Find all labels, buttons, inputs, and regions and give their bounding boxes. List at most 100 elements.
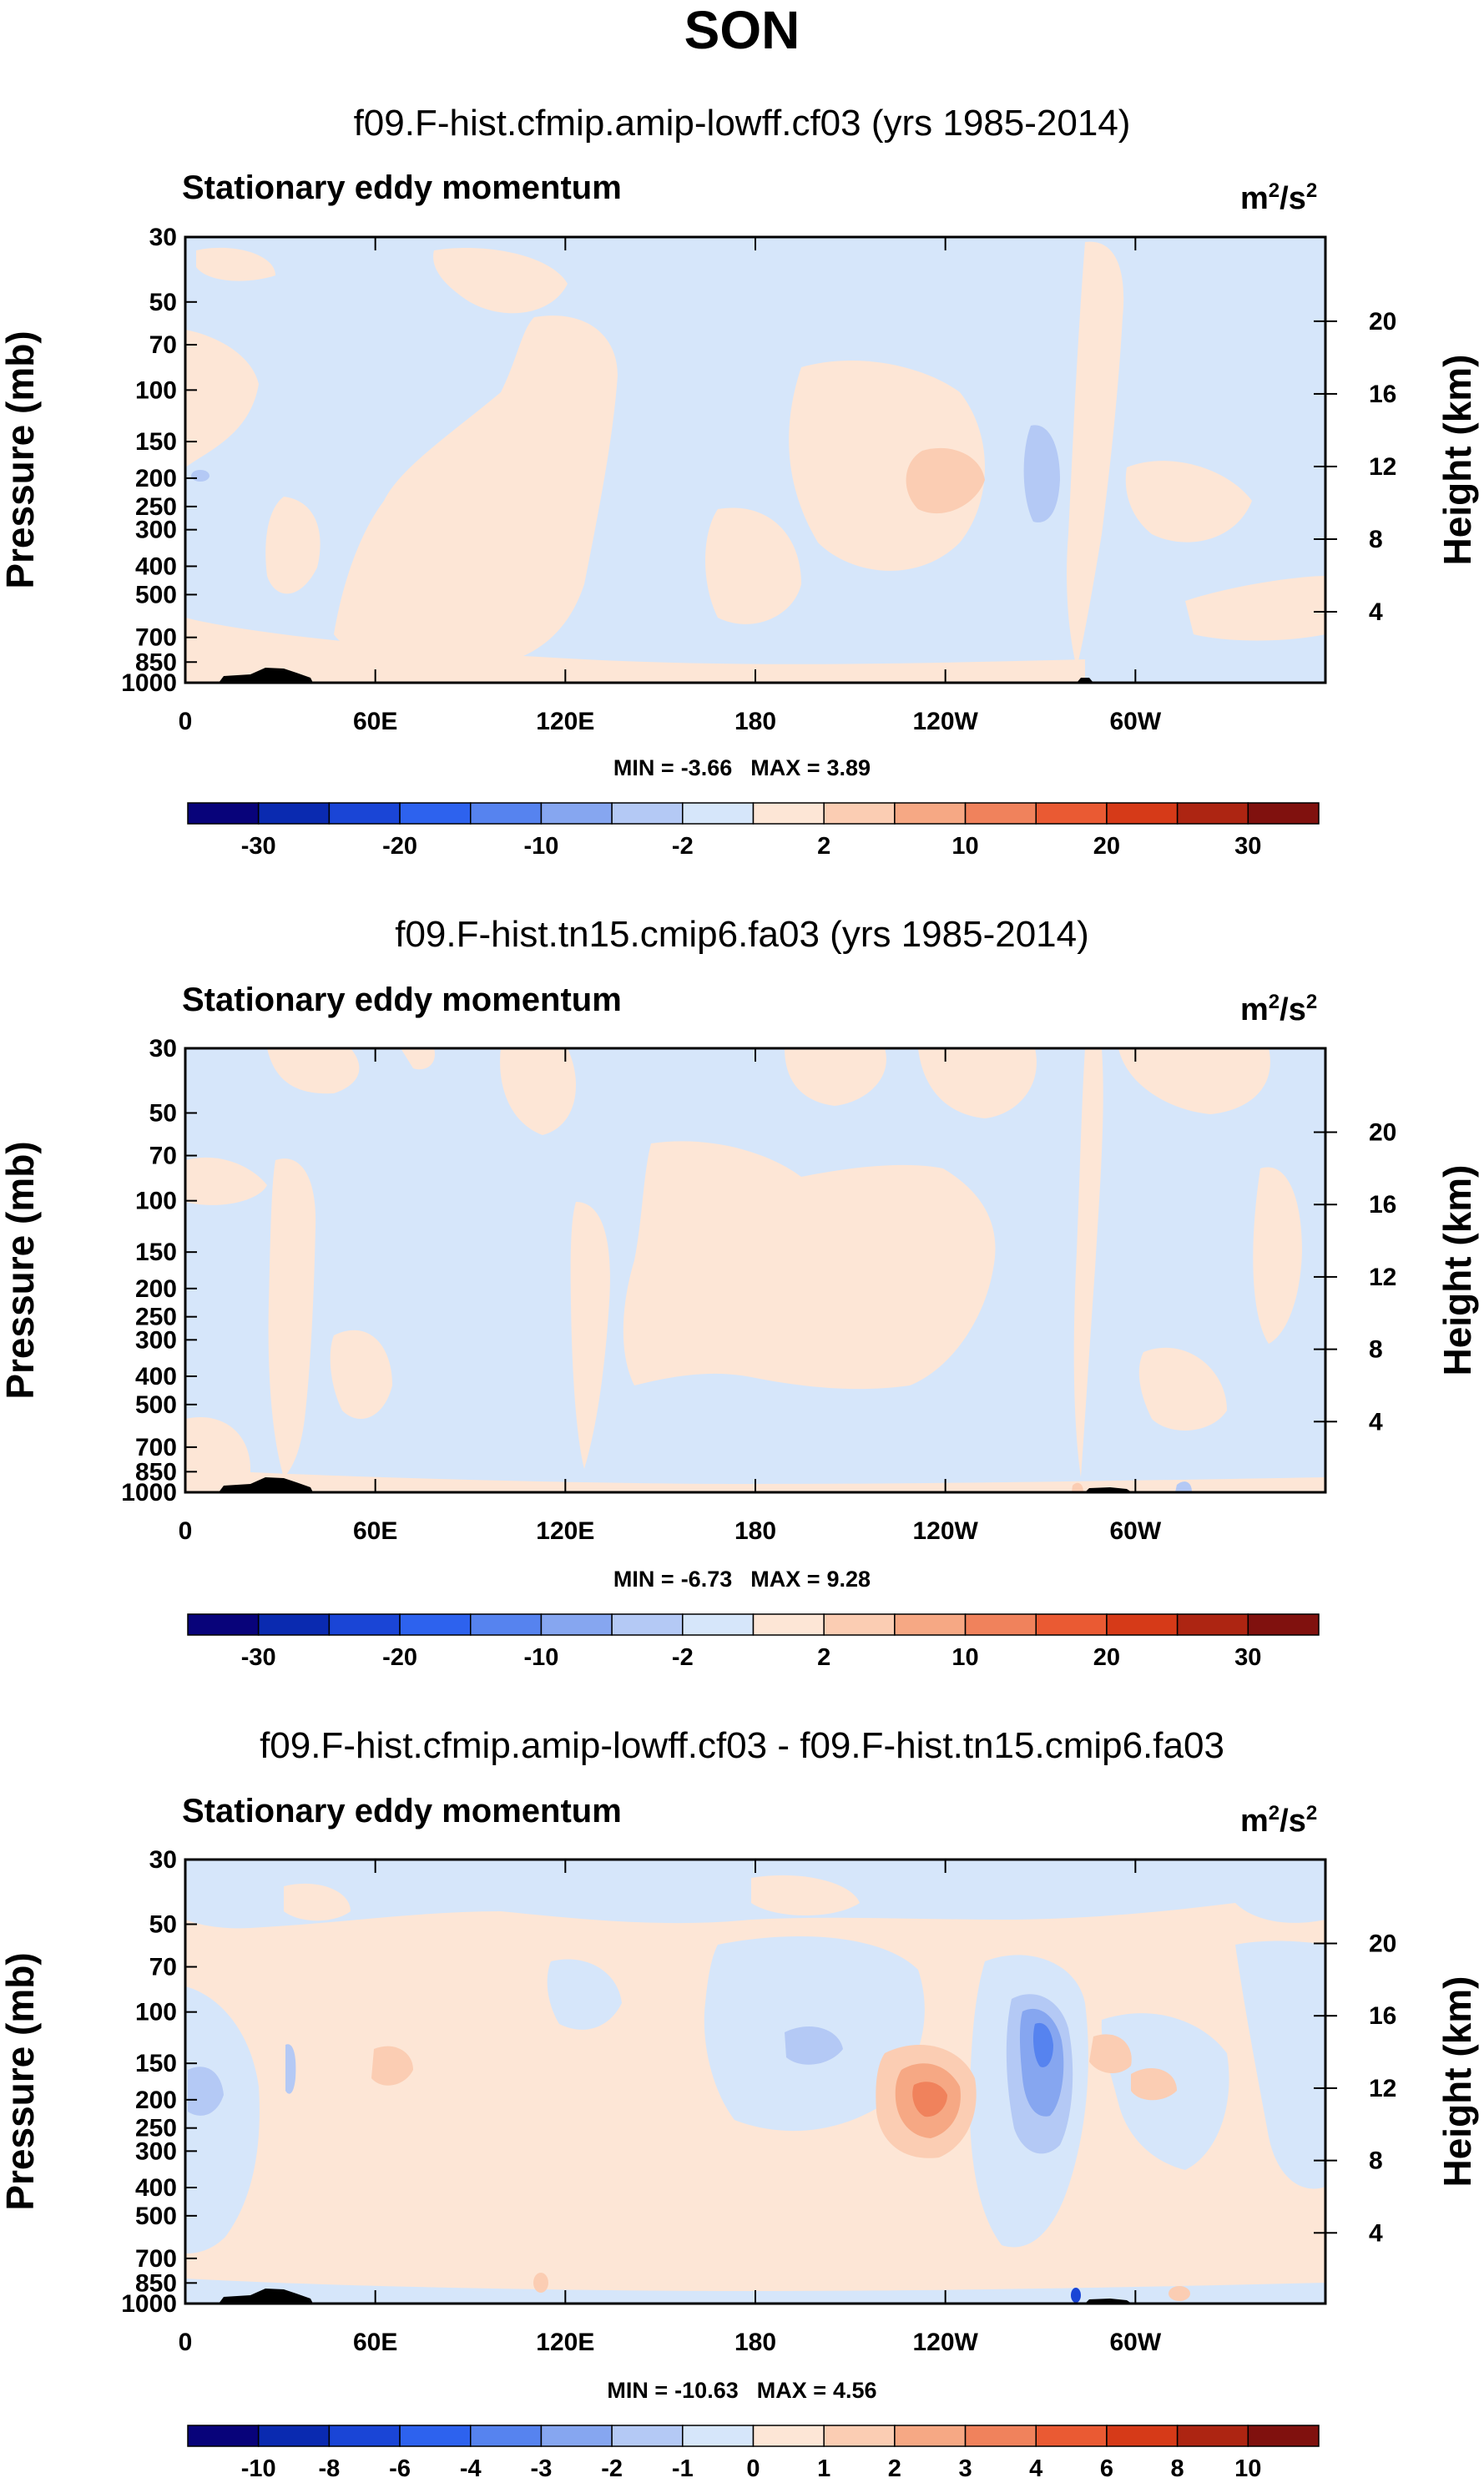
min-label: MIN = [613, 1567, 674, 1592]
colorbar-swatch [894, 802, 967, 825]
min-value: -6.73 [681, 1567, 733, 1592]
min-value: -3.66 [681, 755, 733, 780]
colorbar-label: -10 [523, 1644, 558, 1671]
colorbar-label: -3 [531, 2455, 553, 2482]
pressure-tick-label: 400 [135, 2174, 177, 2202]
colorbar-swatch [1247, 1613, 1320, 1636]
colorbar-label: 8 [1171, 2455, 1184, 2482]
panel-1-field [185, 237, 1325, 683]
colorbar-swatch [328, 2425, 401, 2447]
colorbar-swatch [823, 802, 896, 825]
colorbar-swatch [328, 802, 401, 825]
contour-pos-2 [371, 2046, 413, 2086]
contour-pos [1067, 241, 1124, 668]
colorbar-label: 2 [817, 833, 830, 860]
colorbar-swatch [257, 1613, 331, 1636]
contour-pos [284, 1883, 351, 1921]
contour-neg [185, 1986, 260, 2253]
contour-pos [705, 507, 801, 624]
contour-neg-2 [285, 2044, 296, 2094]
contour-pos [1110, 2168, 1169, 2287]
colorbar-label: -2 [672, 1644, 694, 1671]
panel-2-units: m2/s2 [1240, 991, 1317, 1027]
topography [219, 668, 313, 683]
colorbar-swatch [611, 1613, 684, 1636]
lon-tick-label: 60W [1109, 1517, 1161, 1545]
panel-1-colorbar: -30 -20 -10 -2 2 10 20 30 [187, 802, 1320, 860]
contour-neg-2 [188, 2067, 224, 2116]
pressure-tick-label: 70 [149, 1143, 177, 1170]
colorbar-label: 30 [1234, 833, 1261, 860]
panel-2-x-ticks: 0 60E 120E 180 120W 60W [179, 1048, 1162, 1545]
panel-3-x-ticks: 0 60E 120E 180 120W 60W [179, 1860, 1162, 2356]
colorbar-label: 20 [1093, 1644, 1120, 1671]
pressure-tick-label: 250 [135, 493, 177, 521]
colorbar-swatch [257, 802, 331, 825]
lon-tick-label: 60E [353, 2329, 397, 2356]
pressure-tick-label: 50 [149, 289, 177, 316]
contour-neg-4 [1071, 2288, 1081, 2303]
colorbar-label: -30 [241, 833, 276, 860]
lon-tick-label: 60W [1109, 708, 1161, 735]
colorbar-label: -1 [672, 2455, 694, 2482]
colorbar-label: -10 [241, 2455, 276, 2482]
pressure-tick-label: 70 [149, 1954, 177, 1981]
lon-tick-label: 180 [734, 2329, 776, 2356]
contour-pos [1253, 1167, 1302, 1344]
height-tick-label: 8 [1369, 1336, 1383, 1364]
colorbar-swatch [894, 2425, 967, 2447]
colorbar-label: -2 [601, 2455, 623, 2482]
panel-1-x-ticks: 0 60E 120E 180 120W 60W [179, 237, 1162, 735]
colorbar-swatch [682, 1613, 755, 1636]
contour-neg-2 [191, 470, 209, 482]
panel-3-height-ticks: 4 8 12 16 20 [1314, 1930, 1396, 2247]
pressure-tick-label: 700 [135, 2245, 177, 2273]
contour-pos [918, 1048, 1037, 1118]
height-tick-label: 20 [1369, 308, 1396, 336]
colorbar-swatch [1247, 2425, 1320, 2447]
colorbar-swatch [894, 1613, 967, 1636]
colorbar-label: 2 [888, 2455, 901, 2482]
max-value: 3.89 [827, 755, 871, 780]
contour-pos [330, 1330, 392, 1419]
pressure-tick-label: 700 [135, 1434, 177, 1461]
pressure-tick-label: 300 [135, 2137, 177, 2165]
figure-title: SON [684, 0, 800, 60]
colorbar-swatch [823, 1613, 896, 1636]
pressure-tick-label: 250 [135, 2115, 177, 2142]
pressure-tick-label: 100 [135, 1999, 177, 2026]
panel-2-title: f09.F-hist.tn15.cmip6.fa03 (yrs 1985-201… [395, 914, 1089, 955]
colorbar-label: 3 [958, 2455, 972, 2482]
min-value: -10.63 [674, 2378, 739, 2403]
colorbar-label: 10 [951, 833, 978, 860]
max-value: 4.56 [833, 2378, 877, 2403]
contour-pos [785, 1048, 886, 1106]
contour-neg [547, 1959, 622, 2030]
pressure-tick-label: 850 [135, 1458, 177, 1486]
contour-pos [265, 497, 321, 594]
contour-pos-2 [906, 447, 985, 514]
pressure-tick-label: 400 [135, 1363, 177, 1390]
colorbar-swatch [1176, 2425, 1249, 2447]
colorbar-label: -8 [318, 2455, 340, 2482]
panel-1-units: m2/s2 [1240, 179, 1317, 216]
colorbar-label: -10 [523, 833, 558, 860]
pressure-tick-label: 30 [149, 224, 177, 251]
colorbar-swatch [752, 2425, 825, 2447]
contour-pos [268, 1158, 316, 1477]
pressure-tick-label: 100 [135, 1188, 177, 1215]
height-tick-label: 12 [1369, 1264, 1396, 1291]
pressure-tick-label: 50 [149, 1911, 177, 1939]
pressure-tick-label: 1000 [121, 2290, 177, 2318]
contour-neg-2 [1175, 1481, 1192, 1492]
panel-3: f09.F-hist.cfmip.amip-lowff.cf03 - f09.F… [0, 1725, 1479, 2482]
contour-neg-2 [1023, 425, 1060, 522]
contour-pos-2 [1169, 2286, 1190, 2301]
colorbar-label: 1 [817, 2455, 830, 2482]
colorbar-label: -20 [382, 1644, 417, 1671]
max-label: MAX = [757, 2378, 826, 2403]
height-tick-label: 20 [1369, 1119, 1396, 1147]
pressure-tick-label: 400 [135, 553, 177, 580]
contour-pos-2 [1089, 2034, 1132, 2074]
